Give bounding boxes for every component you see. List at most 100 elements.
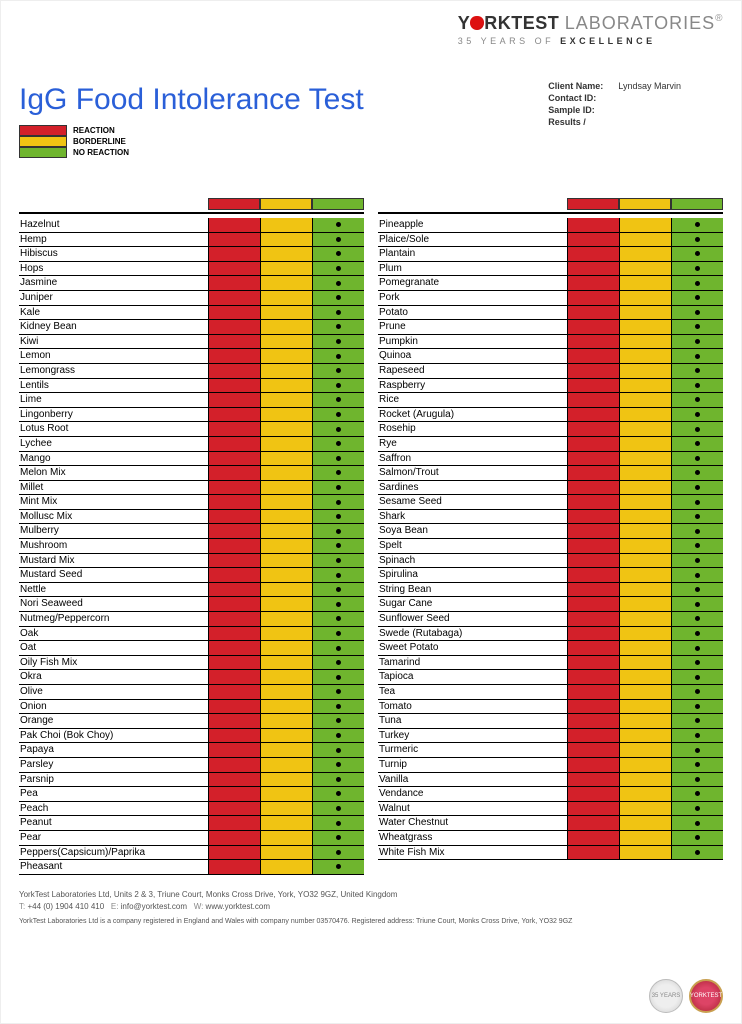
cell-borderline [260, 393, 312, 407]
cell-borderline [619, 816, 671, 830]
food-row: Sugar Cane [378, 597, 723, 612]
result-dot-icon [695, 543, 700, 548]
legend-swatch-borderline [19, 136, 67, 147]
cell-no-reaction [312, 466, 364, 480]
food-row: Plaice/Sole [378, 233, 723, 248]
result-dot-icon [695, 339, 700, 344]
food-row: Olive [19, 685, 364, 700]
cell-borderline [619, 379, 671, 393]
result-cells [567, 437, 723, 451]
food-name: Sweet Potato [378, 641, 567, 655]
food-name: Millet [19, 481, 208, 495]
food-row: Oily Fish Mix [19, 656, 364, 671]
result-cells [208, 670, 364, 684]
cell-reaction [208, 539, 260, 553]
cell-reaction [208, 218, 260, 232]
food-row: Tea [378, 685, 723, 700]
result-dot-icon [695, 704, 700, 709]
cell-reaction [567, 335, 619, 349]
food-row: Turmeric [378, 743, 723, 758]
cell-no-reaction [312, 495, 364, 509]
result-cells [567, 349, 723, 363]
cell-reaction [208, 233, 260, 247]
cell-no-reaction [671, 349, 723, 363]
cell-reaction [567, 831, 619, 845]
food-name: Lotus Root [19, 422, 208, 436]
cell-reaction [208, 670, 260, 684]
result-cells [567, 393, 723, 407]
food-row: Hops [19, 262, 364, 277]
cell-no-reaction [671, 714, 723, 728]
cell-no-reaction [671, 306, 723, 320]
result-dot-icon [695, 266, 700, 271]
result-dot-icon [695, 441, 700, 446]
header-bar-reaction [567, 198, 619, 210]
cell-borderline [260, 539, 312, 553]
result-cells [567, 743, 723, 757]
cell-borderline [619, 597, 671, 611]
cell-no-reaction [671, 262, 723, 276]
cell-borderline [260, 437, 312, 451]
result-dot-icon [695, 616, 700, 621]
tagline-bold: EXCELLENCE [560, 36, 656, 46]
cell-reaction [567, 554, 619, 568]
result-cells [208, 641, 364, 655]
result-dot-icon [695, 631, 700, 636]
cell-no-reaction [671, 481, 723, 495]
food-name: Pea [19, 787, 208, 801]
result-dot-icon [336, 777, 341, 782]
food-name: Mushroom [19, 539, 208, 553]
cell-borderline [619, 583, 671, 597]
result-dot-icon [336, 427, 341, 432]
brand-test: RKTEST [484, 13, 559, 33]
cell-no-reaction [671, 612, 723, 626]
food-name: Sugar Cane [378, 597, 567, 611]
result-dot-icon [336, 251, 341, 256]
cell-borderline [260, 816, 312, 830]
food-name: Mustard Mix [19, 554, 208, 568]
cell-reaction [208, 393, 260, 407]
food-name: Sardines [378, 481, 567, 495]
footer-disclaimer: YorkTest Laboratories Ltd is a company r… [19, 917, 723, 928]
cell-no-reaction [671, 495, 723, 509]
cell-borderline [260, 481, 312, 495]
cell-borderline [619, 539, 671, 553]
cell-reaction [567, 408, 619, 422]
cell-no-reaction [671, 700, 723, 714]
cell-no-reaction [312, 846, 364, 860]
food-name: Olive [19, 685, 208, 699]
cell-no-reaction [312, 524, 364, 538]
result-dot-icon [336, 602, 341, 607]
result-dot-icon [336, 631, 341, 636]
cell-reaction [567, 729, 619, 743]
result-dot-icon [336, 646, 341, 651]
food-row: String Bean [378, 583, 723, 598]
result-cells [208, 729, 364, 743]
cell-no-reaction [312, 262, 364, 276]
result-cells [567, 714, 723, 728]
cell-reaction [567, 510, 619, 524]
badge-years-icon: 35 YEARS [649, 979, 683, 1013]
result-cells [567, 612, 723, 626]
result-cells [567, 831, 723, 845]
result-cells [208, 524, 364, 538]
result-cells [208, 612, 364, 626]
result-cells [567, 218, 723, 232]
food-name: Lentils [19, 379, 208, 393]
cell-reaction [567, 743, 619, 757]
cell-no-reaction [312, 393, 364, 407]
cell-borderline [260, 583, 312, 597]
cell-no-reaction [312, 349, 364, 363]
result-cells [208, 379, 364, 393]
food-name: Juniper [19, 291, 208, 305]
result-dot-icon [336, 514, 341, 519]
food-name: Mustard Seed [19, 568, 208, 582]
food-name: Turmeric [378, 743, 567, 757]
result-cells [208, 597, 364, 611]
food-name: Onion [19, 700, 208, 714]
cell-reaction [567, 276, 619, 290]
cell-reaction [208, 452, 260, 466]
cell-borderline [619, 262, 671, 276]
footer-phone: +44 (0) 1904 410 410 [27, 902, 104, 911]
cell-reaction [567, 670, 619, 684]
